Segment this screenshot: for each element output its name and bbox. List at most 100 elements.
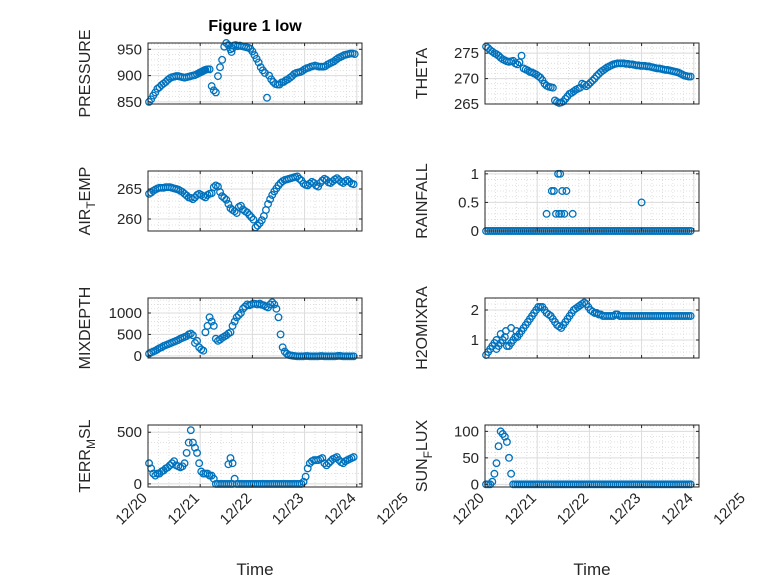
y-tick-label: 0.5 — [458, 194, 479, 211]
data-point — [211, 88, 220, 97]
data-point — [322, 461, 331, 470]
data-point — [492, 336, 501, 344]
data-point — [270, 300, 279, 309]
data-point — [517, 51, 526, 60]
data-point — [193, 448, 202, 457]
data-point — [549, 187, 558, 195]
data-point — [293, 172, 302, 181]
y-tick-label: 500 — [117, 424, 142, 441]
data-point — [686, 312, 695, 320]
data-point — [492, 459, 501, 468]
y-axis-label: H2OMIXRA — [414, 286, 431, 370]
y-axis-label: THETA — [414, 48, 431, 100]
x-axis-label: Time — [573, 560, 610, 579]
subplot-2: 265 270 275 THETA — [414, 42, 700, 113]
data-point — [170, 457, 179, 466]
data-point — [324, 459, 333, 468]
y-tick-label: 900 — [117, 68, 142, 85]
data-point — [299, 477, 308, 486]
data-point — [586, 78, 595, 87]
data-point — [349, 180, 358, 189]
y-tick-label: 0 — [471, 476, 479, 493]
data-point — [245, 210, 254, 219]
subplot-3: 260 265 AIRTEMP — [77, 167, 363, 236]
y-tick-label: 1000 — [109, 305, 142, 322]
y-tick-label: 950 — [117, 41, 142, 58]
data-point — [195, 459, 204, 468]
data-point — [557, 209, 566, 218]
data-point — [186, 426, 195, 435]
y-tick-label: 0 — [471, 223, 479, 240]
data-point — [488, 47, 497, 56]
x-tick-label: 12/21 — [501, 490, 540, 529]
subplot-8: 0 50 100 12/20 12/21 12/22 12/23 12/24 12/25 Time… — [414, 420, 749, 579]
data-point — [247, 213, 256, 222]
data-point — [592, 72, 601, 80]
y-tick-label: 265 — [454, 96, 479, 113]
data-point — [186, 329, 195, 338]
data-point — [213, 72, 222, 81]
data-point — [209, 183, 218, 192]
y-tick-label: 1 — [471, 332, 479, 349]
x-tick-label: 12/24 — [321, 490, 360, 529]
data-point — [303, 464, 312, 473]
data-point — [188, 331, 197, 340]
data-point — [534, 72, 543, 80]
data-point — [274, 181, 283, 190]
data-point — [228, 459, 237, 468]
axes-box — [147, 170, 363, 232]
data-point — [318, 454, 327, 463]
data-point — [274, 313, 283, 322]
data-point — [191, 443, 199, 452]
figure-title: Figure 1 low — [208, 18, 302, 35]
data-point — [345, 177, 354, 186]
data-point — [490, 469, 499, 478]
y-tick-label: 100 — [454, 423, 479, 440]
data-point — [349, 453, 358, 461]
data-point — [496, 53, 505, 62]
y-tick-label: 500 — [117, 326, 142, 343]
data-point — [205, 313, 214, 322]
y-tick-label: 0 — [134, 348, 142, 365]
data-point — [209, 86, 218, 95]
x-tick-label: 12/21 — [164, 490, 203, 529]
axes-background — [148, 425, 362, 487]
subplot-4: 0 0.5 1 RAINFALL — [414, 163, 700, 240]
data-point — [601, 64, 609, 73]
data-point — [295, 174, 304, 183]
axes-box — [484, 297, 700, 359]
data-point — [544, 310, 553, 319]
data-point — [562, 187, 571, 195]
data-point — [207, 317, 216, 326]
data-point — [249, 215, 258, 224]
data-point — [216, 188, 224, 196]
data-point — [276, 330, 285, 339]
subplot-7: 0 500 12/20 12/21 12/22 12/23 12/24 12/25 Time TE… — [77, 419, 412, 579]
y-axis-label: RAINFALL — [414, 163, 431, 239]
data-point — [548, 83, 557, 92]
data-point — [502, 438, 511, 446]
axes-box — [147, 424, 363, 488]
data-point — [268, 298, 277, 307]
y-axis-label: TERRMSL — [77, 419, 98, 492]
y-axis-label: SUNFLUX — [414, 420, 435, 493]
data-point — [278, 343, 287, 352]
data-point — [578, 300, 587, 308]
data-point — [558, 187, 567, 195]
y-tick-label: 260 — [117, 211, 142, 228]
data-point — [207, 82, 216, 91]
axes-background — [148, 298, 362, 358]
axes-box — [484, 170, 700, 232]
y-tick-label: 275 — [454, 45, 479, 62]
data-point — [637, 198, 646, 207]
data-point — [505, 453, 513, 462]
data-point — [257, 216, 266, 225]
data-point — [263, 93, 271, 102]
data-point — [512, 327, 521, 335]
data-point — [180, 459, 189, 468]
data-point — [230, 207, 239, 216]
data-point — [236, 309, 245, 317]
y-axis-label: AIRTEMP — [77, 167, 98, 236]
data-point — [588, 307, 597, 316]
